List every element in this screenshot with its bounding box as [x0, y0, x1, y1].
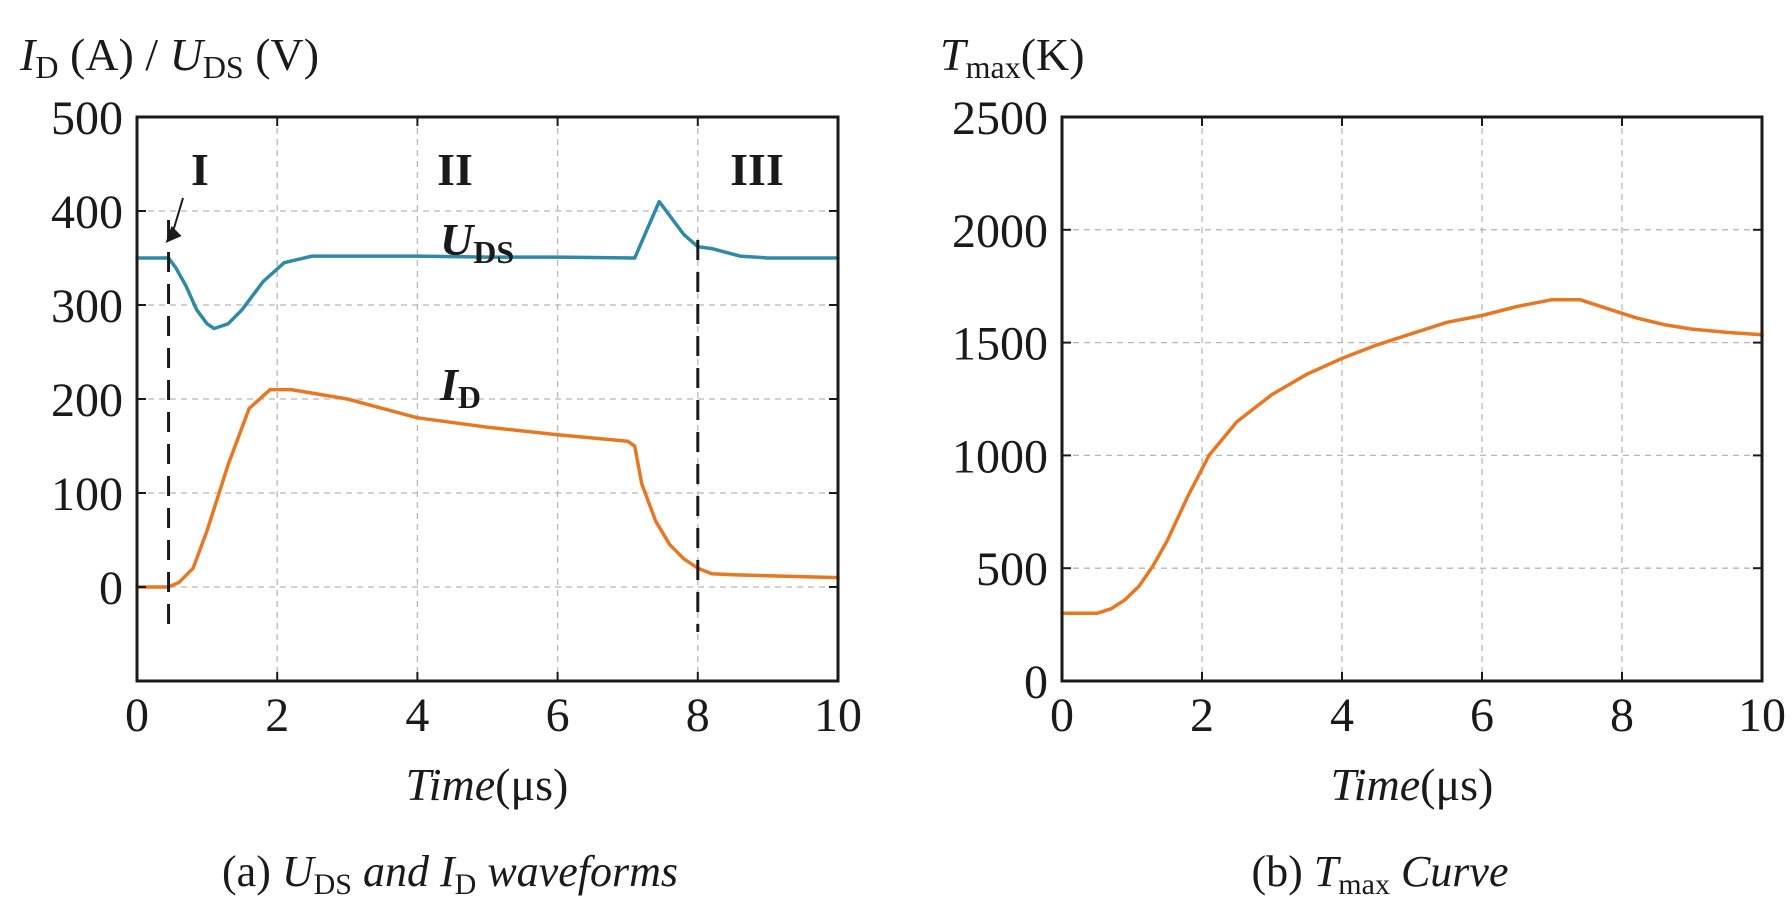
region-arrow-head	[165, 226, 182, 243]
x-tick-label: 8	[1610, 689, 1634, 742]
x-tick-label: 6	[1470, 689, 1494, 742]
region-label-1: I	[191, 144, 209, 195]
x-tick-label: 6	[546, 689, 570, 742]
y-tick-label: 1000	[952, 430, 1048, 483]
series-line-id	[135, 387, 840, 589]
region-label-3: III	[730, 144, 784, 195]
region-arrow-shaft	[171, 197, 184, 234]
y-tick-label: 200	[51, 374, 123, 427]
grid-b	[1062, 117, 1762, 681]
caption-a: (a) UDS and ID waveforms	[222, 847, 678, 901]
y-tick-label: 100	[51, 468, 123, 521]
y-tick-label: 500	[51, 92, 123, 145]
y-axis-label-b: Tmax(K)	[940, 29, 1085, 85]
y-tick-label: 2500	[952, 92, 1048, 145]
y-tick-label: 500	[976, 543, 1048, 596]
y-tick-label: 2000	[952, 205, 1048, 258]
x-tick-label: 2	[265, 689, 289, 742]
x-tick-label: 0	[1050, 689, 1074, 742]
x-tick-label: 4	[405, 689, 429, 742]
series-lines-b	[1060, 297, 1764, 616]
plot-frame-b	[1060, 115, 1764, 683]
y-axis-label-a: ID (A) / UDS (V)	[19, 29, 319, 85]
y-tick-label: 300	[51, 280, 123, 333]
chart-b: 0 2 4 6 8 10 0 500 1000 1500 2000 2500 Tmax(K) Time…	[940, 29, 1786, 901]
x-tick-label: 4	[1330, 689, 1354, 742]
series-line-1	[1060, 297, 1764, 616]
series-label-uds: UDS	[440, 214, 514, 270]
x-tick-label: 0	[125, 689, 149, 742]
x-axis-label-b: Time(μs)	[1331, 759, 1494, 810]
series-line-uds	[135, 199, 840, 331]
series-lines-a	[135, 199, 840, 589]
caption-b: (b) Tmax Curve	[1252, 847, 1509, 901]
grid-a	[137, 117, 838, 681]
x-tick-label: 8	[686, 689, 710, 742]
x-tick-label: 10	[814, 689, 862, 742]
region-label-2: II	[437, 144, 473, 195]
ticks-b: 0 2 4 6 8 10 0 500 1000 1500 2000 2500	[952, 92, 1786, 742]
y-tick-label: 400	[51, 186, 123, 239]
series-label-id: ID	[439, 359, 481, 415]
y-tick-label: 0	[1024, 656, 1048, 709]
x-tick-label: 2	[1190, 689, 1214, 742]
y-tick-label: 1500	[952, 318, 1048, 371]
x-axis-label-a: Time(μs)	[406, 759, 569, 810]
y-tick-label: 0	[99, 562, 123, 615]
x-tick-label: 10	[1738, 689, 1786, 742]
region-markers-a	[165, 197, 700, 632]
